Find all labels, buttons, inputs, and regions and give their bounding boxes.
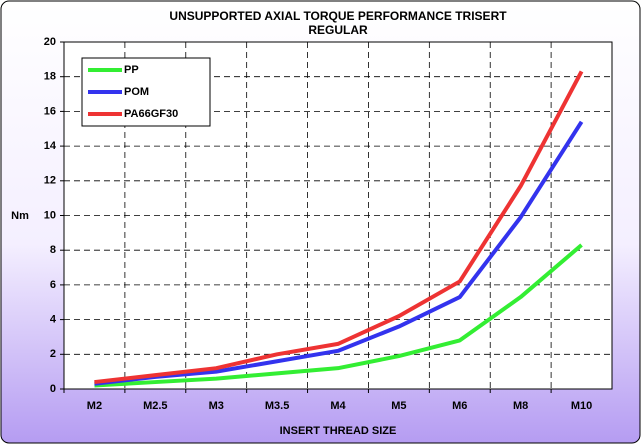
data-line	[94, 243, 583, 388]
x-tick-label: M2	[87, 400, 102, 412]
y-tick-label: 2	[50, 348, 56, 360]
y-tick-label: 20	[44, 36, 56, 48]
chart-title: REGULAR	[308, 23, 368, 37]
chart-title: UNSUPPORTED AXIAL TORQUE PERFORMANCE TRI…	[169, 9, 507, 23]
x-tick-label: M10	[571, 400, 592, 412]
x-tick-label: M2.5	[143, 400, 167, 412]
legend-label: PA66GF30	[124, 108, 178, 120]
x-tick-label: M5	[391, 400, 406, 412]
y-axis-label: Nm	[11, 210, 29, 222]
y-tick-label: 6	[50, 279, 56, 291]
y-tick-label: 4	[50, 314, 57, 326]
legend-label: POM	[124, 86, 149, 98]
y-tick-label: 12	[44, 175, 56, 187]
x-tick-label: M6	[452, 400, 467, 412]
x-axis-label: INSERT THREAD SIZE	[280, 425, 397, 437]
y-tick-label: 18	[44, 71, 56, 83]
data-line	[94, 120, 584, 386]
x-tick-label: M4	[330, 400, 346, 412]
y-tick-label: 16	[44, 105, 56, 117]
y-tick-label: 10	[44, 209, 56, 221]
y-tick-label: 8	[50, 244, 56, 256]
x-tick-label: M3.5	[265, 400, 289, 412]
x-tick-label: M8	[513, 400, 528, 412]
y-tick-label: 14	[44, 140, 57, 152]
legend-label: PP	[124, 64, 139, 76]
x-tick-label: M3	[209, 400, 224, 412]
data-line	[94, 70, 584, 385]
y-tick-label: 0	[50, 383, 56, 395]
